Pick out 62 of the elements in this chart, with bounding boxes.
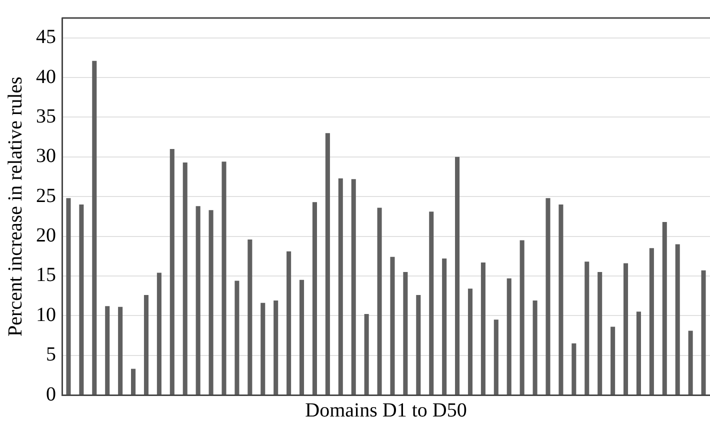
bar [92,60,97,394]
bar [312,202,317,394]
bar [598,272,602,394]
y-tick-label: 45 [36,26,56,48]
bar [455,156,460,394]
y-tick-label: 30 [36,145,56,168]
bar [584,262,590,394]
y-tick-label: 20 [36,224,56,247]
bar [105,306,110,394]
bar [403,272,408,394]
bar [338,178,343,394]
bar [299,280,304,394]
y-tick-label: 10 [36,304,56,326]
y-tick-label: 35 [36,105,56,128]
bar [131,368,136,394]
bar [234,280,240,394]
y-tick-label: 40 [36,66,56,88]
bar [675,244,680,394]
bar [623,263,628,394]
bar [442,258,447,394]
y-axis-title: Percent increase in relative rules [4,76,26,336]
x-axis-title: Domains D1 to D50 [305,399,467,422]
bar [144,294,149,394]
bar [480,262,486,394]
bar [688,330,693,394]
bar [572,343,576,394]
y-tick-label: 5 [46,344,56,366]
bar [558,204,564,394]
bar [325,133,330,394]
bar [286,251,292,394]
bar [364,314,369,394]
bar [546,198,550,394]
bar [532,300,538,394]
bar [506,278,512,394]
bar [156,272,162,394]
bar [260,302,266,394]
bar [248,239,252,394]
bar [377,208,382,394]
bar [170,148,174,394]
bar [182,162,188,394]
bar [636,312,641,394]
bar [118,306,123,394]
bar [520,240,524,394]
bar [649,248,654,394]
bar [196,206,200,394]
bar [494,320,498,394]
bar [274,300,278,394]
bar [701,270,706,394]
bar [468,288,473,394]
bar [351,179,356,394]
y-tick-label: 15 [36,264,56,286]
bar [66,198,71,394]
bar [390,256,395,394]
bar [662,222,667,394]
bar [429,212,434,394]
bar [79,204,84,394]
bar [610,326,616,394]
bar [416,294,421,394]
y-tick-label: 0 [46,383,56,406]
y-tick-label: 25 [36,184,56,207]
bar [222,162,226,394]
bar [208,210,214,394]
